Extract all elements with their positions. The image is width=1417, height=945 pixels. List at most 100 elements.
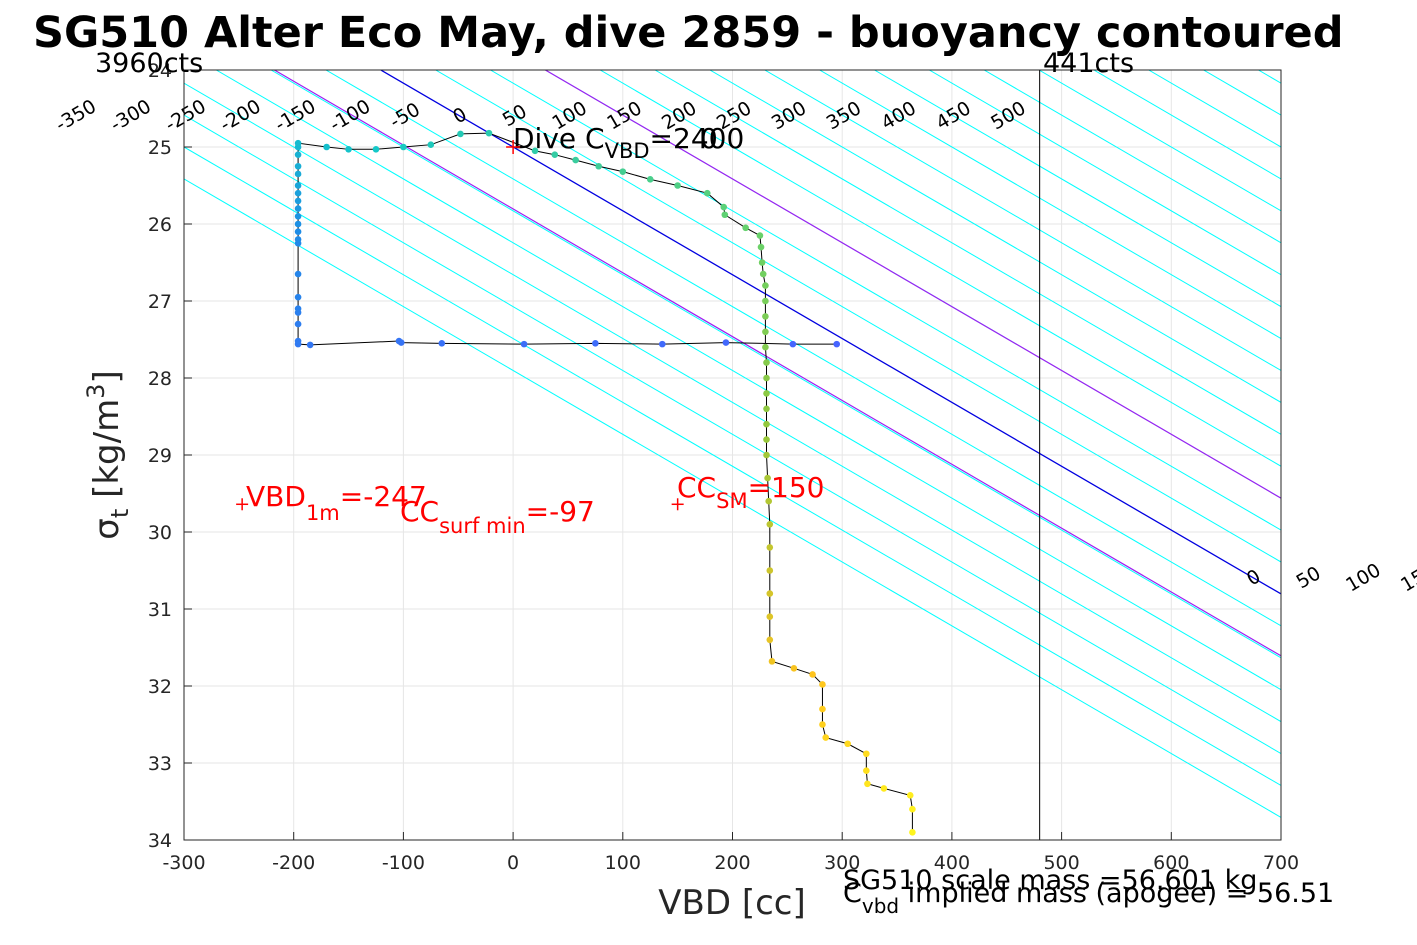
profile-point xyxy=(762,343,769,351)
profile-point xyxy=(762,328,769,336)
contour-line xyxy=(435,70,1281,563)
profile-point xyxy=(756,232,764,239)
profile-point xyxy=(766,567,774,574)
cc-surf-min-label: CCsurf min=-97 xyxy=(400,495,595,538)
profile-point xyxy=(294,270,302,278)
profile-point xyxy=(294,151,302,158)
profile-point xyxy=(294,182,302,189)
contour-line xyxy=(184,178,1281,818)
profile-point xyxy=(763,359,770,366)
profile-point xyxy=(646,176,654,183)
profile-point xyxy=(762,313,769,320)
profile-point xyxy=(531,147,539,155)
y-tick-label: 26 xyxy=(148,214,172,236)
profile-point xyxy=(294,220,302,228)
profile-point xyxy=(864,780,871,788)
profile-point xyxy=(768,658,776,665)
left-count-label: 3960cts xyxy=(95,48,203,79)
x-tick-label: -200 xyxy=(272,852,315,874)
contour-line xyxy=(709,70,1281,403)
y-tick-label: 32 xyxy=(148,676,172,698)
contour-line xyxy=(270,70,1281,659)
y-tick-label: 25 xyxy=(148,137,172,159)
profile-point xyxy=(763,420,770,428)
profile-point xyxy=(906,792,914,799)
y-axis-label-subscript: t xyxy=(106,509,134,518)
profile-point xyxy=(822,734,830,741)
profile-point xyxy=(863,767,870,774)
dive-profile xyxy=(294,129,916,836)
x-tick-label: -300 xyxy=(162,852,205,874)
profile-point xyxy=(766,521,774,528)
contour-line xyxy=(599,70,1281,467)
contour-line xyxy=(325,70,1281,627)
profile-point xyxy=(372,146,380,153)
dive-c-vbd-marker xyxy=(506,140,521,154)
contour-line xyxy=(983,70,1281,244)
profile-point xyxy=(766,590,774,597)
y-tick-label: 34 xyxy=(148,830,172,852)
profile-point xyxy=(592,340,599,347)
profile-point xyxy=(294,189,302,197)
contour-line xyxy=(216,70,1281,691)
buoyancy-contours xyxy=(184,70,1281,818)
x-tick-label: 400 xyxy=(934,852,970,874)
y-tick-label: 33 xyxy=(148,753,172,775)
implied-mass-annotation: Cvbd implied mass (apogee) = 56.51 xyxy=(843,878,1334,918)
profile-point xyxy=(758,259,766,266)
x-tick-label: 700 xyxy=(1263,852,1299,874)
x-axis-label: VBD [cc] xyxy=(658,883,806,923)
axis-ticks: -300 -200 -100 0 100 200 300 400 500 600 700242526… xyxy=(148,60,1299,874)
x-tick-label: 500 xyxy=(1043,852,1079,874)
vbd-1m-label: VBD1m=-247 xyxy=(246,480,427,525)
markers xyxy=(236,140,684,511)
profile-point xyxy=(427,141,435,148)
x-tick-label: 600 xyxy=(1153,852,1189,874)
x-tick-label: 100 xyxy=(605,852,641,874)
profile-point xyxy=(595,162,602,170)
profile-point xyxy=(789,340,797,348)
profile-point xyxy=(294,139,302,147)
profile-point xyxy=(572,156,579,164)
y-tick-label: 31 xyxy=(148,599,172,621)
profile-point xyxy=(345,146,352,153)
profile-point xyxy=(819,705,826,713)
profile-point xyxy=(819,681,826,688)
profile-line xyxy=(297,132,913,833)
profile-point xyxy=(863,750,870,758)
y-axis-label-superscript: 3 xyxy=(82,384,110,399)
contour-line xyxy=(764,70,1281,372)
profile-point xyxy=(294,337,302,345)
profile-point xyxy=(294,305,302,313)
y-tick-label: 28 xyxy=(148,368,172,390)
profile-point xyxy=(833,340,841,348)
profile-point xyxy=(294,197,302,205)
profile-point xyxy=(485,129,493,137)
profile-point xyxy=(294,213,302,220)
profile-point xyxy=(766,544,774,551)
profile-point xyxy=(763,451,770,459)
profile-point xyxy=(766,613,774,620)
right-count-label: 441cts xyxy=(1043,48,1134,79)
profile-point xyxy=(790,664,798,672)
profile-point xyxy=(765,497,773,505)
profile-point xyxy=(294,236,302,243)
profile-point xyxy=(763,374,770,382)
x-tick-label: 0 xyxy=(507,852,519,874)
profile-point xyxy=(880,785,888,792)
profile-point xyxy=(763,405,770,413)
scale-mass-annotation: SG510 scale mass =56.601 kg xyxy=(843,865,1257,896)
contour-line xyxy=(490,70,1281,531)
y-tick-label: 29 xyxy=(148,445,172,467)
x-tick-label: -100 xyxy=(382,852,425,874)
profile-point xyxy=(762,297,769,305)
profile-point xyxy=(909,805,916,813)
profile-point xyxy=(457,130,464,138)
profile-point xyxy=(757,243,765,251)
y-axis-label-close: ] xyxy=(87,370,127,383)
contour-line xyxy=(929,70,1281,276)
profile-point xyxy=(306,341,314,349)
y-axis-label-symbol: σ xyxy=(87,518,127,540)
chart-title: SG510 Alter Eco May, dive 2859 - buoyanc… xyxy=(33,8,1344,58)
profile-point xyxy=(294,205,302,212)
